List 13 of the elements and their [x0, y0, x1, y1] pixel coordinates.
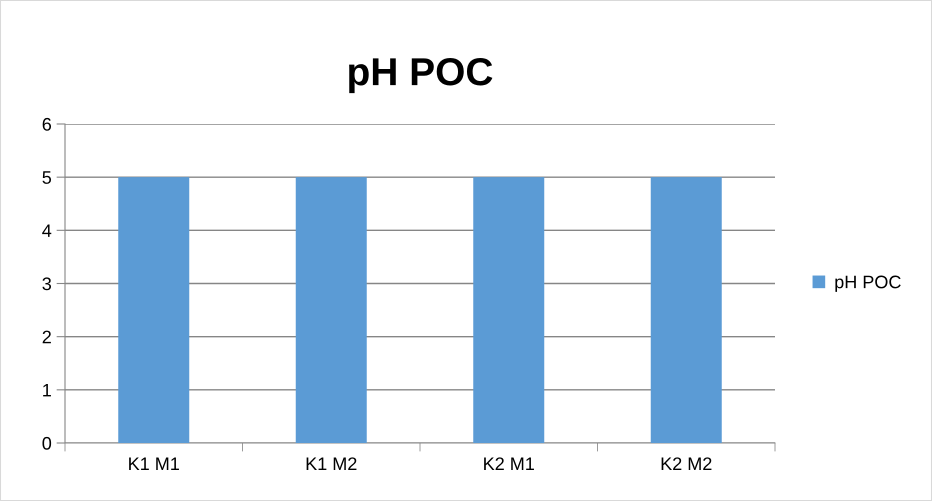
x-tick-label: K1 M2 [306, 457, 356, 470]
y-tick-label: 4 [42, 224, 52, 237]
y-tick-label: 2 [42, 330, 51, 344]
chart-title: pH POC [349, 58, 492, 94]
x-tick-label: K2 M2 [662, 457, 712, 470]
x-tick-label: K1 M1 [129, 458, 179, 470]
x-tick-label: K2 M1 [484, 457, 534, 470]
y-tick-label: 3 [42, 277, 52, 290]
y-tick-label: 6 [42, 118, 52, 131]
y-tick-label: 0 [42, 436, 52, 450]
y-tick-label: 1 [43, 384, 51, 396]
y-tick-label: 5 [42, 171, 52, 184]
legend-label: pH POC [835, 276, 901, 292]
